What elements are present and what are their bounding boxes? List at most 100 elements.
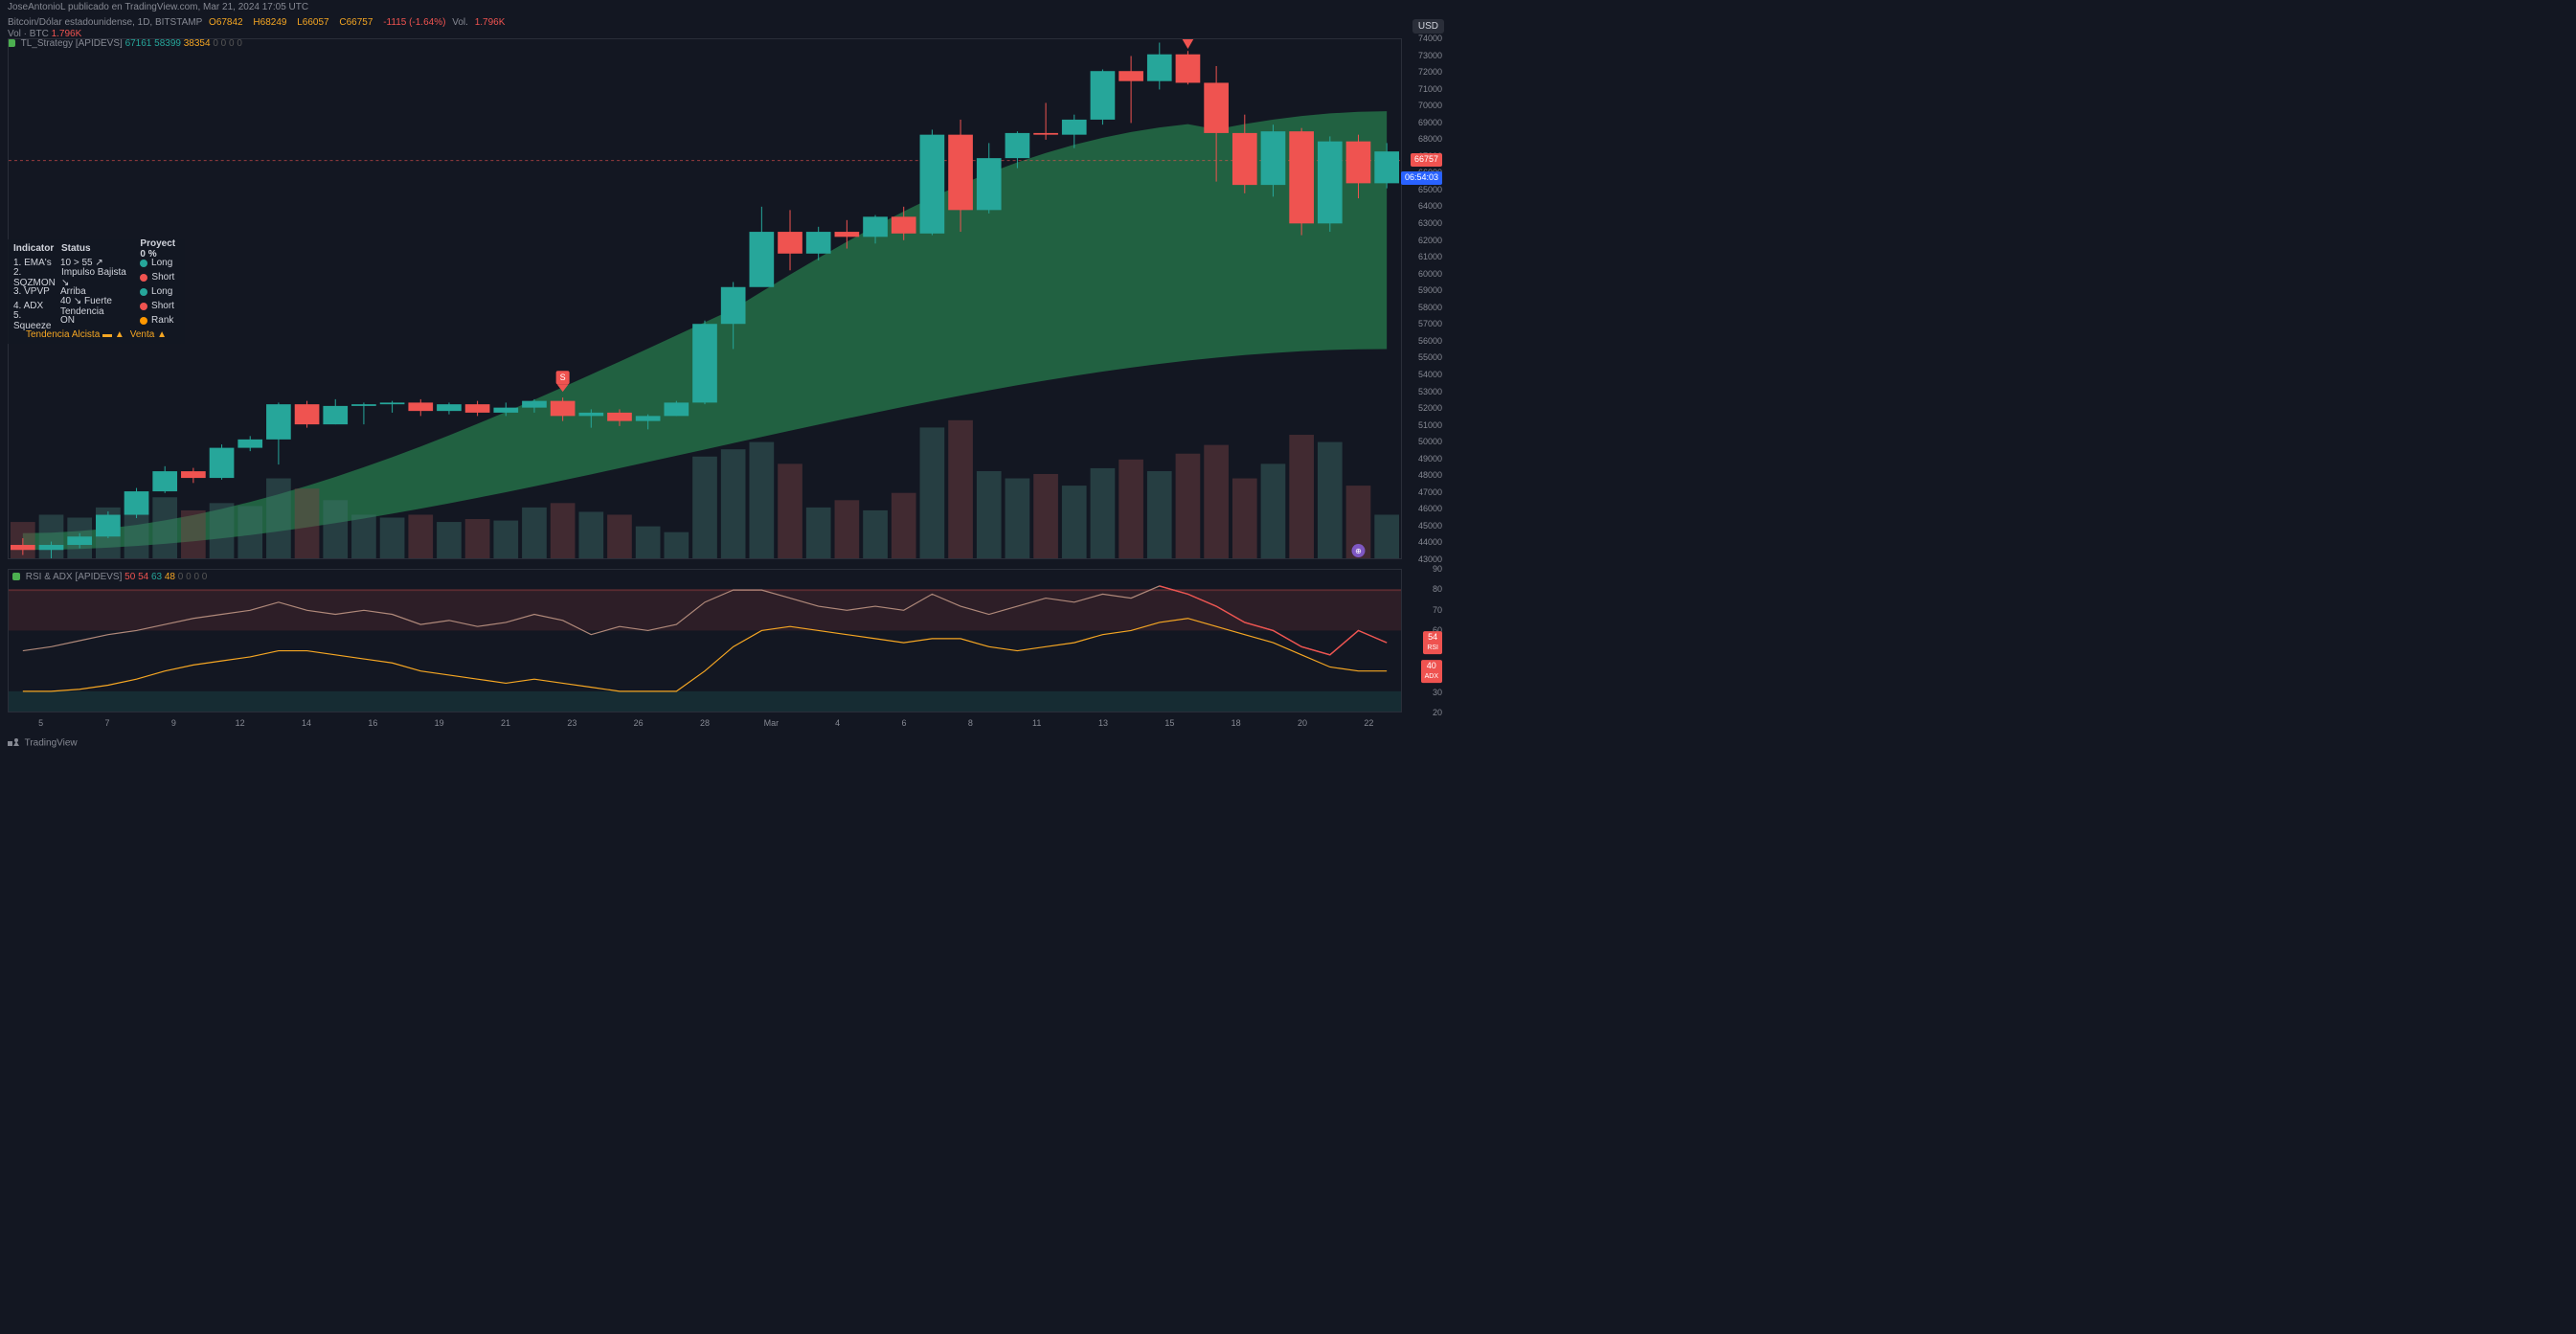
indicator-row: 2. SQZMON Impulso Bajista ↘ Short — [10, 270, 183, 284]
time-tick: Mar — [764, 718, 780, 728]
ohlc-c: 66757 — [347, 17, 373, 28]
price-tick: 52000 — [1418, 403, 1442, 413]
time-tick: 20 — [1298, 718, 1307, 728]
time-tick: 9 — [171, 718, 176, 728]
ohlc-o: 67842 — [216, 17, 243, 28]
ind-status: ON — [56, 315, 136, 326]
vol-label: Vol. — [452, 17, 468, 28]
ind-label: Rank — [136, 315, 183, 326]
price-tick: 55000 — [1418, 352, 1442, 362]
ohlc-chg: -1115 (-1.64%) — [383, 17, 445, 28]
time-tick: 12 — [236, 718, 245, 728]
time-tick: 22 — [1364, 718, 1373, 728]
rsi-adx-panel[interactable]: RSI & ADX [APIDEVS] 50 54 63 48 0 0 0 0 — [8, 569, 1402, 712]
time-tick: 7 — [104, 718, 109, 728]
price-tick: 63000 — [1418, 218, 1442, 228]
time-tick: 18 — [1232, 718, 1241, 728]
time-tick: 28 — [700, 718, 710, 728]
time-tick: 4 — [835, 718, 840, 728]
price-tick: 51000 — [1418, 420, 1442, 430]
price-tick: 65000 — [1418, 185, 1442, 194]
sub-y-axis[interactable]: 203040506070809054RSI40ADX — [1404, 569, 1446, 712]
time-tick: 21 — [501, 718, 510, 728]
price-tick: 61000 — [1418, 252, 1442, 261]
ind-status: 40 ↘ Fuerte Tendencia — [56, 296, 136, 317]
status-dot-icon — [140, 303, 147, 310]
svg-text:⊕: ⊕ — [1355, 547, 1362, 555]
status-dot-icon — [140, 288, 147, 296]
time-tick: 23 — [567, 718, 576, 728]
status-dot-icon — [140, 317, 147, 325]
ind-label: Short — [136, 301, 183, 311]
sub-header: RSI & ADX [APIDEVS] 50 54 63 48 0 0 0 0 — [12, 572, 207, 582]
countdown-label: 06:54:03 — [1401, 171, 1442, 185]
price-tick: 43000 — [1418, 554, 1442, 564]
ind-label: Short — [136, 272, 183, 283]
price-tick: 73000 — [1418, 51, 1442, 60]
price-tick: 60000 — [1418, 269, 1442, 279]
ohlc-l: 66057 — [303, 17, 329, 28]
time-tick: 11 — [1032, 718, 1041, 728]
price-tick: 47000 — [1418, 487, 1442, 497]
tv-logo-icon — [8, 737, 19, 749]
price-tick: 44000 — [1418, 537, 1442, 547]
price-tick: 45000 — [1418, 521, 1442, 531]
rsi-badge-label: 54RSI — [1423, 631, 1442, 654]
price-tick: 56000 — [1418, 336, 1442, 346]
price-axis[interactable]: 4300044000450004600047000480004900050000… — [1404, 38, 1446, 559]
ind-footer-1: Tendencia Alcista ▬ ▲ — [26, 329, 124, 340]
symbol-text: Bitcoin/Dólar estadounidense, 1D, BITSTA… — [8, 17, 202, 28]
ind-name: 2. SQZMON — [10, 267, 57, 288]
price-tick: 50000 — [1418, 437, 1442, 446]
ind-header-3: Proyect 0 % — [136, 238, 183, 260]
indicator-panel: Indicator Status Proyect 0 % 1. EMA's 10… — [8, 239, 185, 344]
status-dot-icon — [140, 260, 147, 267]
tradingview-logo[interactable]: TradingView — [8, 737, 78, 749]
adx-badge-label: 40ADX — [1421, 660, 1442, 683]
ind-name: 3. VPVP — [10, 286, 56, 297]
price-tick: 53000 — [1418, 387, 1442, 396]
svg-text:S: S — [560, 373, 566, 382]
time-tick: 5 — [38, 718, 43, 728]
time-tick: 6 — [901, 718, 906, 728]
time-axis[interactable]: 5791214161921232628Mar468111315182022 — [8, 716, 1402, 732]
time-tick: 13 — [1098, 718, 1108, 728]
price-tick: 54000 — [1418, 370, 1442, 379]
ind-label: Long — [136, 286, 183, 297]
price-tick: 62000 — [1418, 236, 1442, 245]
ohlc-h: 68249 — [260, 17, 287, 28]
currency-button[interactable]: USD — [1412, 19, 1444, 34]
time-tick: 26 — [634, 718, 644, 728]
ind-header-2: Status — [57, 243, 136, 254]
current-price-label: 66757 — [1411, 153, 1442, 167]
sub-tick: 30 — [1433, 688, 1442, 697]
ind-label: Long — [136, 258, 183, 268]
price-tick: 72000 — [1418, 67, 1442, 77]
price-tick: 68000 — [1418, 134, 1442, 144]
ind-header-1: Indicator — [10, 243, 57, 254]
symbol-info: Bitcoin/Dólar estadounidense, 1D, BITSTA… — [8, 17, 508, 28]
indicator-row: 5. Squeeze ON Rank — [10, 313, 183, 328]
time-tick: 19 — [435, 718, 444, 728]
sub-tick: 80 — [1433, 584, 1442, 594]
time-tick: 8 — [968, 718, 973, 728]
ind-footer-2: Venta ▲ — [130, 329, 167, 340]
time-tick: 16 — [368, 718, 377, 728]
price-tick: 64000 — [1418, 201, 1442, 211]
price-tick: 74000 — [1418, 34, 1442, 43]
price-tick: 46000 — [1418, 504, 1442, 513]
publish-info: JoseAntonioL publicado en TradingView.co… — [0, 0, 1450, 15]
ind-name: 5. Squeeze — [10, 310, 56, 331]
vol-value: 1.796K — [475, 17, 506, 28]
sub-tick: 20 — [1433, 708, 1442, 717]
sub-dot-icon — [12, 573, 20, 580]
price-tick: 57000 — [1418, 319, 1442, 328]
main-chart[interactable]: S⊕ — [8, 38, 1402, 559]
price-tick: 59000 — [1418, 285, 1442, 295]
sub-tick: 70 — [1433, 605, 1442, 615]
price-tick: 48000 — [1418, 470, 1442, 480]
status-dot-icon — [140, 274, 147, 282]
price-tick: 49000 — [1418, 454, 1442, 464]
price-tick: 58000 — [1418, 303, 1442, 312]
time-tick: 14 — [302, 718, 311, 728]
